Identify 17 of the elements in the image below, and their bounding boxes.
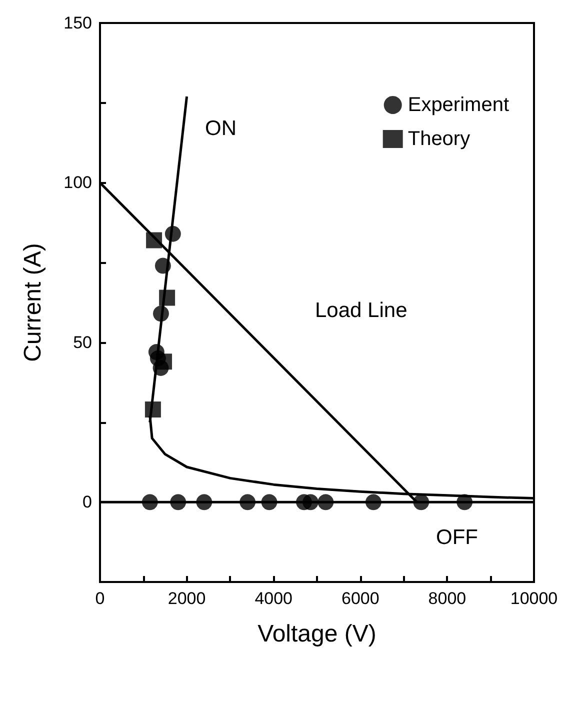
x-tick-label: 2000 [168, 589, 206, 608]
legend-label: Experiment [408, 94, 510, 116]
annotation: OFF [436, 526, 478, 549]
x-tick-label: 10000 [510, 589, 558, 608]
y-tick-label: 150 [64, 14, 92, 32]
y-tick-label: 0 [82, 492, 92, 512]
legend-label: Theory [408, 128, 470, 150]
annotation: ON [205, 117, 236, 140]
y-tick-label: 50 [73, 332, 92, 352]
x-tick-label: 6000 [341, 589, 380, 608]
y-axis-title: Current (A) [20, 243, 46, 362]
y-tick-label: 100 [64, 173, 92, 192]
x-tick-label: 0 [95, 589, 105, 608]
x-axis-title: Voltage (V) [258, 620, 376, 648]
x-tick-label: 8000 [428, 589, 466, 608]
annotation: Load Line [315, 299, 408, 322]
x-tick-label: 4000 [254, 589, 293, 608]
